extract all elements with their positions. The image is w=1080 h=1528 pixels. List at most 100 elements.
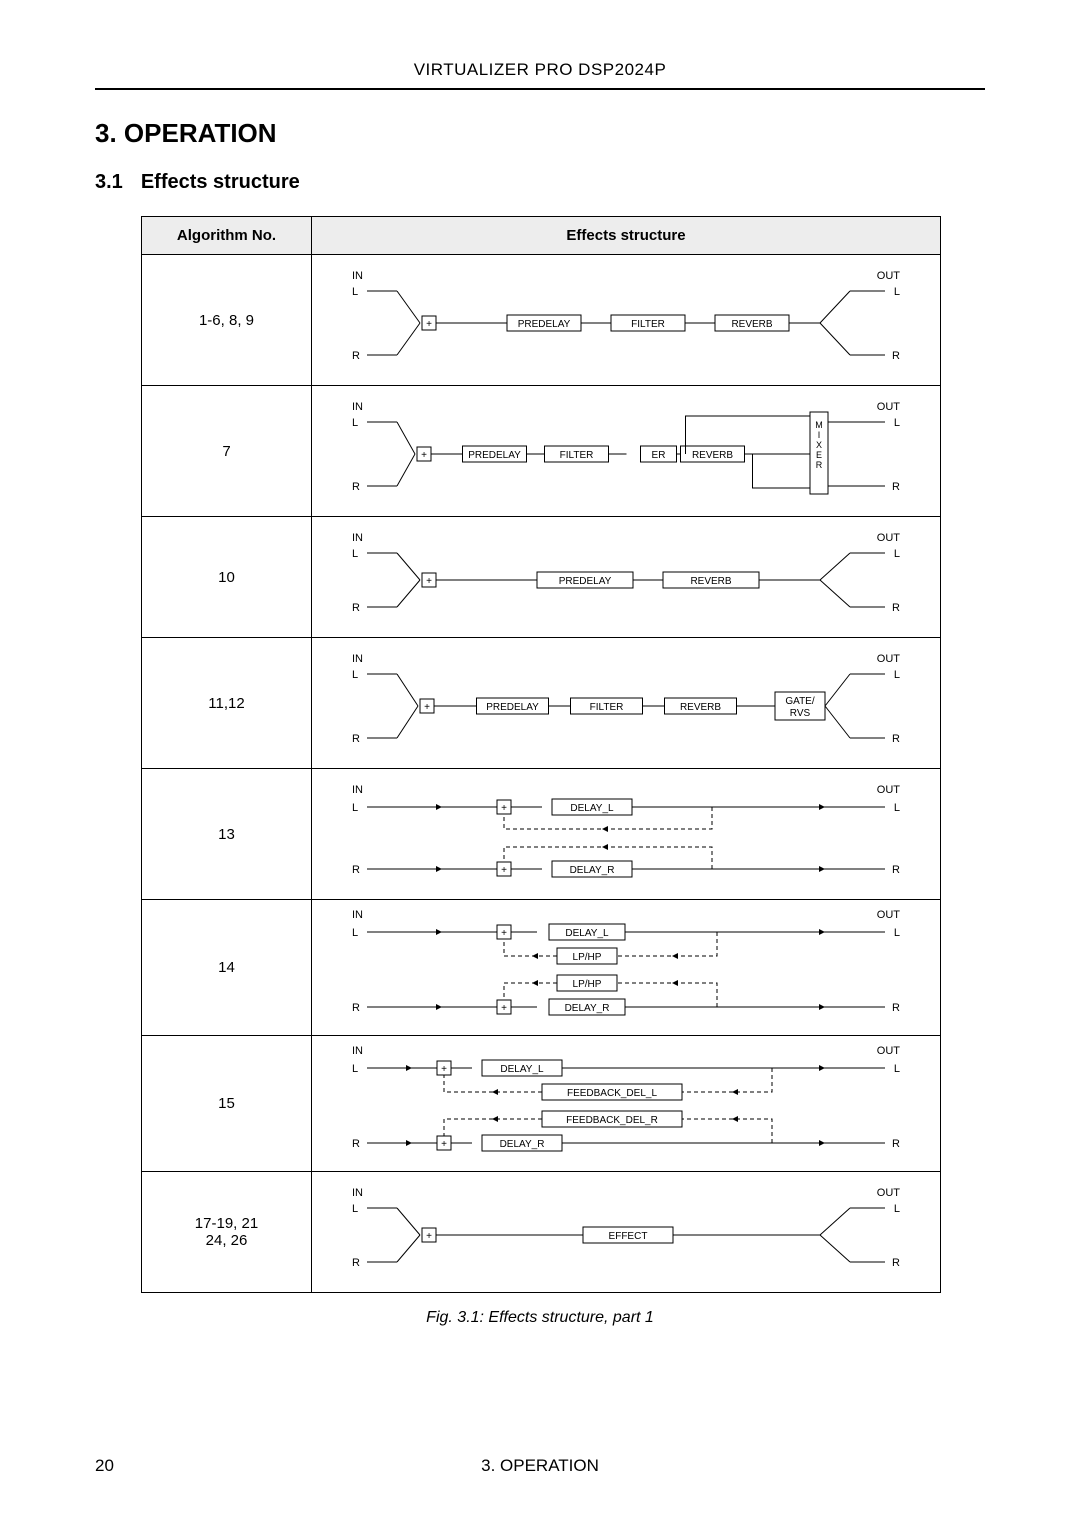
diagram-cell: INLROUTLR+DELAY_L+DELAY_RFEEDBACK_DEL_LF… [312,1036,941,1172]
svg-text:LP/HP: LP/HP [573,979,602,990]
svg-text:R: R [352,1002,360,1014]
subsection-number: 3.1 [95,171,123,193]
svg-text:FILTER: FILTER [590,702,624,713]
algorithm-cell: 7 [142,386,312,517]
svg-text:I: I [818,430,821,440]
diagram-cell: INLROUTLR+DELAY_L+DELAY_R [312,769,941,900]
page-header: VIRTUALIZER PRO DSP2024P [95,60,985,80]
table-row: 14INLROUTLR+DELAY_L+DELAY_RLP/HPLP/HP [142,900,941,1036]
table-row: 13INLROUTLR+DELAY_L+DELAY_R [142,769,941,900]
svg-text:R: R [892,602,900,614]
svg-text:FILTER: FILTER [560,450,594,461]
algorithm-cell: 15 [142,1036,312,1172]
svg-text:FILTER: FILTER [631,319,665,330]
effects-diagram: INLROUTLR+DELAY_L+DELAY_RFEEDBACK_DEL_LF… [312,1036,940,1171]
svg-text:REVERB: REVERB [731,319,772,330]
svg-text:+: + [501,1003,507,1014]
algorithm-cell: 1-6, 8, 9 [142,255,312,386]
svg-text:OUT: OUT [877,784,901,796]
subsection-heading: 3.1 Effects structure [95,171,985,194]
svg-text:+: + [426,1231,432,1242]
svg-text:IN: IN [352,1187,363,1199]
algorithm-cell: 14 [142,900,312,1036]
svg-text:R: R [892,1257,900,1269]
svg-text:IN: IN [352,653,363,665]
svg-text:ER: ER [652,450,666,461]
svg-text:+: + [426,576,432,587]
svg-text:OUT: OUT [877,909,901,921]
svg-text:L: L [352,286,358,298]
page-number: 20 [95,1456,114,1476]
diagram-cell: INLROUTLR+PREDELAYFILTERREVERB [312,255,941,386]
svg-text:R: R [352,1138,360,1150]
col-header-algorithm: Algorithm No. [142,217,312,255]
svg-text:IN: IN [352,401,363,413]
svg-text:R: R [892,350,900,362]
svg-text:DELAY_L: DELAY_L [565,928,609,939]
svg-text:IN: IN [352,909,363,921]
figure-caption: Fig. 3.1: Effects structure, part 1 [95,1309,985,1327]
svg-text:R: R [352,733,360,745]
footer-chapter: 3. OPERATION [481,1456,599,1476]
svg-text:FEEDBACK_DEL_L: FEEDBACK_DEL_L [567,1088,657,1099]
svg-text:RVS: RVS [790,708,811,719]
svg-text:L: L [352,417,358,429]
svg-text:REVERB: REVERB [692,450,733,461]
effects-table-wrap: Algorithm No. Effects structure 1-6, 8, … [141,216,985,1293]
algorithm-cell: 17-19, 2124, 26 [142,1172,312,1293]
svg-text:+: + [501,928,507,939]
svg-text:X: X [816,440,822,450]
svg-text:R: R [892,733,900,745]
diagram-cell: INLROUTLR+PREDELAYFILTERERREVERBMIXER [312,386,941,517]
diagram-cell: INLROUTLR+PREDELAYREVERB [312,517,941,638]
svg-text:L: L [894,1063,900,1075]
svg-text:+: + [501,803,507,814]
svg-text:REVERB: REVERB [680,702,721,713]
svg-text:L: L [352,802,358,814]
section-heading: 3. OPERATION [95,118,985,149]
svg-text:GATE/: GATE/ [785,696,814,707]
table-row: 7INLROUTLR+PREDELAYFILTERERREVERBMIXER [142,386,941,517]
svg-text:R: R [352,481,360,493]
svg-text:DELAY_L: DELAY_L [500,1064,544,1075]
diagram-cell: INLROUTLR+DELAY_L+DELAY_RLP/HPLP/HP [312,900,941,1036]
svg-text:R: R [352,350,360,362]
svg-text:R: R [892,1138,900,1150]
algorithm-cell: 13 [142,769,312,900]
svg-text:OUT: OUT [877,532,901,544]
svg-text:+: + [441,1064,447,1075]
table-row: 11,12INLROUTLR+PREDELAYFILTERREVERBGATE/… [142,638,941,769]
svg-text:EFFECT: EFFECT [609,1231,648,1242]
svg-text:DELAY_R: DELAY_R [565,1003,610,1014]
svg-text:IN: IN [352,270,363,282]
svg-text:R: R [816,460,823,470]
svg-text:DELAY_R: DELAY_R [500,1139,545,1150]
diagram-cell: INLROUTLR+EFFECT [312,1172,941,1293]
table-row: 15INLROUTLR+DELAY_L+DELAY_RFEEDBACK_DEL_… [142,1036,941,1172]
svg-text:DELAY_L: DELAY_L [570,803,614,814]
svg-text:PREDELAY: PREDELAY [559,576,612,587]
svg-text:L: L [894,927,900,939]
subsection-title: Effects structure [141,171,300,193]
svg-text:L: L [352,927,358,939]
header-rule [95,88,985,90]
svg-text:L: L [894,1203,900,1215]
svg-text:R: R [892,864,900,876]
svg-text:OUT: OUT [877,1187,901,1199]
diagram-cell: INLROUTLR+PREDELAYFILTERREVERBGATE/RVS [312,638,941,769]
svg-text:OUT: OUT [877,1045,901,1057]
table-row: 17-19, 2124, 26INLROUTLR+EFFECT [142,1172,941,1293]
effects-diagram: INLROUTLR+DELAY_L+DELAY_RLP/HPLP/HP [312,900,940,1035]
svg-text:IN: IN [352,1045,363,1057]
svg-text:R: R [352,864,360,876]
svg-text:+: + [426,319,432,330]
svg-text:IN: IN [352,784,363,796]
svg-text:REVERB: REVERB [690,576,731,587]
svg-text:+: + [501,865,507,876]
svg-text:L: L [894,417,900,429]
algorithm-cell: 11,12 [142,638,312,769]
table-row: 1-6, 8, 9INLROUTLR+PREDELAYFILTERREVERB [142,255,941,386]
svg-text:LP/HP: LP/HP [573,952,602,963]
svg-text:L: L [894,802,900,814]
svg-text:PREDELAY: PREDELAY [518,319,571,330]
